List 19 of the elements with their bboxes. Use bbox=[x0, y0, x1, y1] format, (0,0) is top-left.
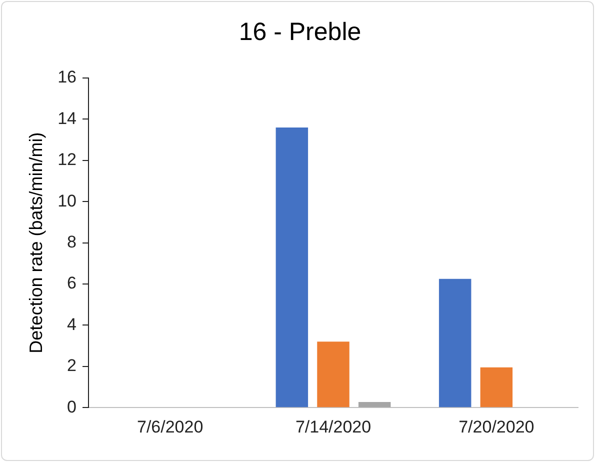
x-tick-label: 7/14/2020 bbox=[295, 417, 372, 436]
bar bbox=[438, 278, 472, 408]
bar bbox=[358, 402, 391, 408]
y-tick-label: 4 bbox=[67, 314, 77, 334]
y-tick-label: 8 bbox=[67, 232, 77, 252]
y-axis-title: Detection rate (bats/min/mi) bbox=[26, 132, 46, 354]
y-tick-label: 16 bbox=[58, 68, 77, 87]
x-tick-label: 7/20/2020 bbox=[458, 417, 534, 436]
chart-title: 16 - Preble bbox=[238, 18, 362, 46]
y-tick-label: 0 bbox=[67, 397, 77, 416]
y-tick-label: 10 bbox=[58, 191, 77, 210]
bar bbox=[317, 342, 350, 408]
y-tick-label: 6 bbox=[67, 274, 77, 293]
y-tick-label: 12 bbox=[58, 150, 77, 170]
bar bbox=[480, 367, 513, 408]
bar bbox=[276, 127, 308, 408]
x-tick-label: 7/6/2020 bbox=[136, 417, 204, 436]
y-tick-label: 2 bbox=[67, 356, 77, 376]
y-tick-label: 14 bbox=[58, 108, 77, 128]
